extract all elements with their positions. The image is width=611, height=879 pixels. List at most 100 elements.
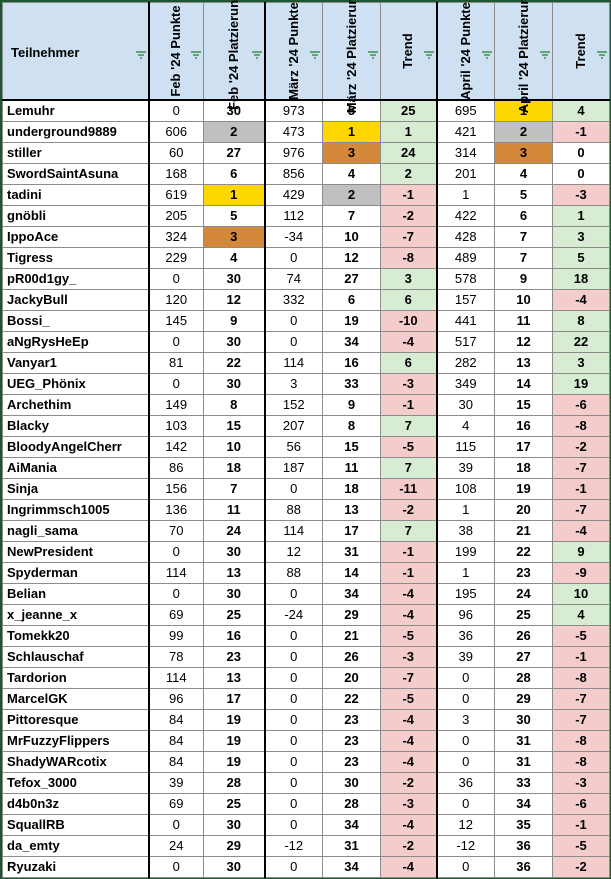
mar-rank-cell: 18 [322,478,381,500]
feb-points-cell: 0 [148,99,204,122]
mar-points-cell: 0 [264,247,323,269]
apr-trend-cell: 4 [552,99,610,122]
apr-trend-cell: -7 [552,709,610,731]
apr-rank-cell: 29 [494,688,553,710]
col-header-participant: Teilnehmer [2,2,150,101]
feb-rank-cell: 22 [203,352,266,374]
feb-points-cell: 324 [148,226,204,248]
apr-points-cell: 1 [436,562,495,584]
mar-rank-cell: 3 [322,142,381,164]
mar-points-cell: 112 [264,205,323,227]
col-header-label: April '24 Punkte [457,2,473,100]
mar-points-cell: 0 [264,709,323,731]
participant-cell: stiller [2,142,150,164]
apr-points-cell: 489 [436,247,495,269]
mar-points-cell: 0 [264,730,323,752]
participant-cell: Lemuhr [2,99,150,122]
table-row: SquallRB 0 30 0 34 -4 12 35 -1 [2,814,610,836]
mar-trend-cell: -2 [380,835,438,857]
apr-trend-cell: -6 [552,793,610,815]
participant-cell: Tefox_3000 [2,772,150,794]
feb-rank-cell: 12 [203,289,266,311]
participant-cell: Ryuzaki [2,856,150,878]
filter-icon[interactable] [540,51,550,59]
filter-icon[interactable] [135,51,146,59]
table-row: MrFuzzyFlippers 84 19 0 23 -4 0 31 -8 [2,730,610,752]
apr-rank-cell: 4 [494,163,553,185]
feb-points-cell: 84 [148,751,204,773]
participant-cell: nagli_sama [2,520,150,542]
apr-points-cell: 1 [436,184,495,206]
table-row: Ryuzaki 0 30 0 34 -4 0 36 -2 [2,856,610,878]
apr-rank-cell: 23 [494,562,553,584]
mar-rank-cell: 31 [322,541,381,563]
filter-icon[interactable] [310,51,320,59]
col-header-label: Feb '24 Punkte [168,5,184,97]
table-row: aNgRysHeEp 0 30 0 34 -4 517 12 22 [2,331,610,353]
participant-cell: Tardorion [2,667,150,689]
apr-rank-cell: 21 [494,520,553,542]
apr-rank-cell: 27 [494,646,553,668]
table-row: Lemuhr 0 30 973 5 25 695 1 4 [2,99,610,122]
filter-icon[interactable] [368,51,378,59]
feb-rank-cell: 25 [203,604,266,626]
apr-points-cell: 0 [436,751,495,773]
apr-trend-cell: 3 [552,352,610,374]
table-row: underground9889 606 2 473 1 1 421 2 -1 [2,121,610,143]
apr-rank-cell: 11 [494,310,553,332]
apr-rank-cell: 28 [494,667,553,689]
feb-rank-cell: 30 [203,541,266,563]
filter-icon[interactable] [423,51,434,59]
feb-rank-cell: 29 [203,835,266,857]
feb-rank-cell: 13 [203,562,266,584]
apr-trend-cell: 18 [552,268,610,290]
feb-rank-cell: 3 [203,226,266,248]
table-row: Vanyar1 81 22 114 16 6 282 13 3 [2,352,610,374]
apr-rank-cell: 10 [494,289,553,311]
filter-icon[interactable] [482,51,492,59]
apr-points-cell: 157 [436,289,495,311]
table-row: NewPresident 0 30 12 31 -1 199 22 9 [2,541,610,563]
table-row: JackyBull 120 12 332 6 6 157 10 -4 [2,289,610,311]
feb-rank-cell: 11 [203,499,266,521]
apr-trend-cell: 10 [552,583,610,605]
mar-rank-cell: 12 [322,247,381,269]
apr-trend-cell: -6 [552,394,610,416]
participant-cell: x_jeanne_x [2,604,150,626]
participant-cell: SquallRB [2,814,150,836]
feb-rank-cell: 28 [203,772,266,794]
apr-points-cell: 441 [436,310,495,332]
mar-trend-cell: -11 [380,478,438,500]
col-header-apr-rank: April '24 Platzierung [494,0,553,113]
mar-rank-cell: 14 [322,562,381,584]
apr-trend-cell: 0 [552,142,610,164]
feb-points-cell: 60 [148,142,204,164]
mar-rank-cell: 9 [322,394,381,416]
mar-points-cell: 332 [264,289,323,311]
feb-rank-cell: 30 [203,814,266,836]
participant-cell: gnöbli [2,205,150,227]
filter-icon[interactable] [191,51,201,59]
feb-points-cell: 168 [148,163,204,185]
apr-trend-cell: -3 [552,184,610,206]
apr-trend-cell: -8 [552,415,610,437]
table-row: IppoAce 324 3 -34 10 -7 428 7 3 [2,226,610,248]
mar-trend-cell: 7 [380,457,438,479]
mar-points-cell: 114 [264,520,323,542]
feb-points-cell: 39 [148,772,204,794]
apr-rank-cell: 36 [494,835,553,857]
apr-trend-cell: 19 [552,373,610,395]
mar-trend-cell: -4 [380,583,438,605]
participant-cell: Sinja [2,478,150,500]
filter-icon[interactable] [251,51,262,59]
mar-rank-cell: 23 [322,709,381,731]
mar-points-cell: 152 [264,394,323,416]
feb-points-cell: 145 [148,310,204,332]
filter-icon[interactable] [597,51,607,59]
feb-rank-cell: 25 [203,793,266,815]
feb-rank-cell: 30 [203,331,266,353]
feb-points-cell: 81 [148,352,204,374]
mar-points-cell: 56 [264,436,323,458]
feb-points-cell: 24 [148,835,204,857]
